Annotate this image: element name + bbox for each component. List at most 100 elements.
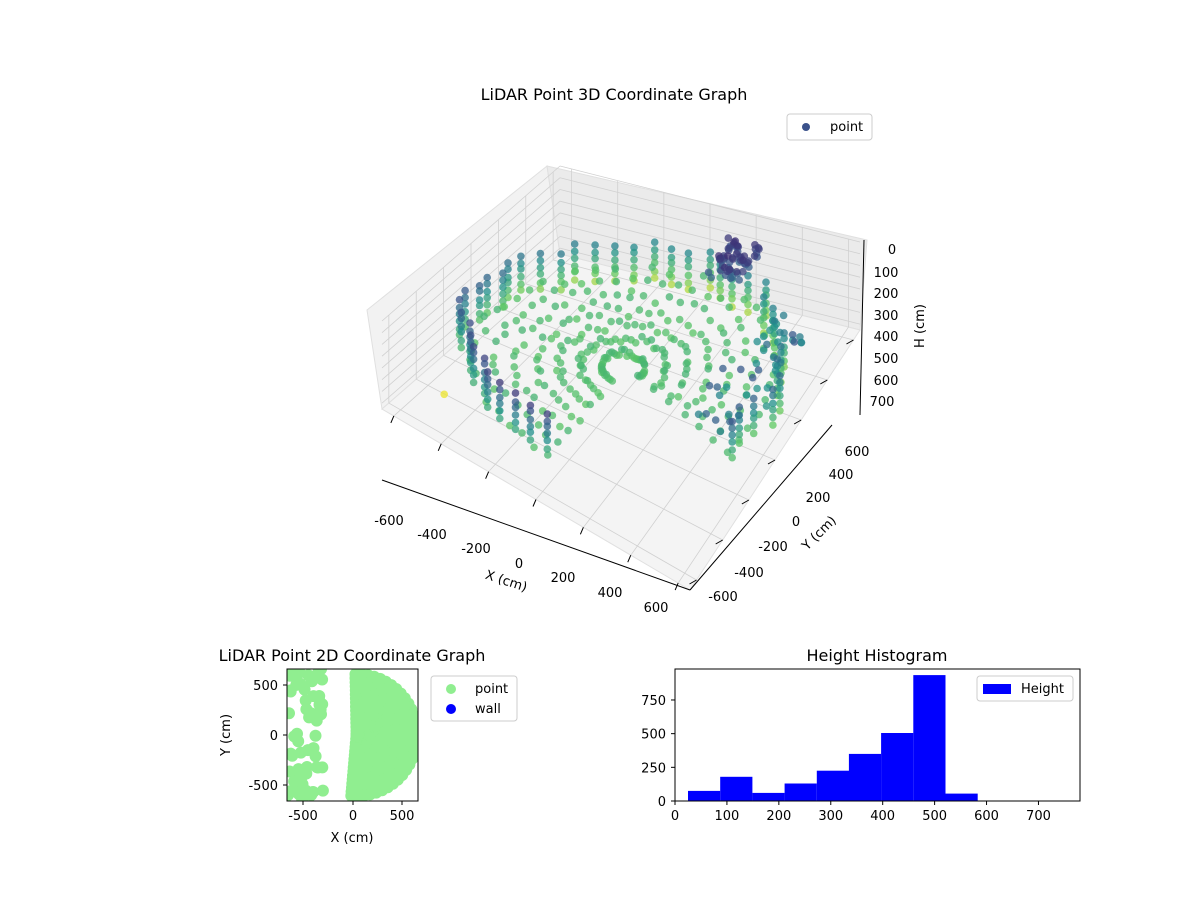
point-3d — [788, 331, 797, 339]
point-3d — [770, 317, 779, 325]
point-3d — [504, 259, 512, 267]
point-3d — [777, 342, 785, 351]
z-tick-label: 600 — [874, 374, 899, 389]
point-3d — [744, 280, 752, 289]
point-3d — [716, 255, 724, 264]
point-3d — [652, 344, 661, 353]
point-3d — [511, 411, 520, 419]
point-3d — [510, 352, 518, 360]
point-3d — [526, 401, 535, 410]
point-3d — [612, 277, 621, 286]
point-2d — [288, 775, 301, 788]
legend-marker-height — [983, 684, 1011, 694]
point-3d — [554, 396, 563, 404]
point-3d — [517, 259, 525, 268]
point-3d — [469, 378, 478, 387]
point-3d — [756, 316, 765, 324]
point-3d — [667, 253, 676, 262]
point-3d — [510, 363, 518, 371]
x-tick-label: 200 — [766, 809, 791, 824]
point-3d — [653, 328, 662, 337]
z-tick-label: 500 — [874, 352, 899, 367]
point-3d — [457, 308, 466, 317]
point-3d — [670, 335, 678, 344]
point-3d — [760, 307, 768, 316]
point-3d — [683, 347, 691, 356]
point-3d — [742, 383, 751, 391]
grid-line — [381, 212, 561, 369]
x-tick-label: 200 — [551, 571, 576, 586]
point-3d — [711, 416, 720, 424]
x-tick-mark — [437, 443, 442, 452]
point-3d — [534, 378, 543, 387]
point-3d — [741, 348, 749, 357]
point-3d — [457, 336, 466, 345]
point-3d — [517, 280, 525, 289]
point-3d — [559, 346, 567, 355]
point-3d — [704, 292, 712, 301]
point-2d — [287, 765, 296, 778]
y-tick-mark — [741, 499, 750, 505]
point-3d — [475, 296, 484, 304]
z-axis-label: H (cm) — [913, 304, 928, 348]
x-tick-label: -200 — [461, 542, 491, 557]
point-3d — [557, 258, 565, 267]
point-3d — [568, 288, 577, 297]
histogram-bar — [720, 776, 753, 801]
point-3d — [525, 286, 534, 294]
point-3d — [591, 241, 599, 249]
grid-line — [559, 189, 861, 266]
point-3d — [664, 316, 672, 325]
legend-2d: point wall — [430, 675, 518, 722]
point-3d — [664, 397, 673, 406]
point-2d — [304, 707, 317, 720]
point-3d — [715, 391, 724, 400]
point-3d — [513, 371, 521, 380]
grid-line — [381, 200, 561, 357]
point-3d — [689, 329, 697, 337]
histogram-bar — [881, 733, 914, 801]
x-tick-mark — [485, 471, 490, 479]
point-3d — [729, 255, 737, 263]
point-3d — [721, 348, 730, 357]
point-3d — [611, 265, 620, 273]
z-tick-label: 400 — [874, 330, 899, 345]
point-3d — [556, 373, 565, 381]
grid-line — [553, 259, 854, 341]
plot-frame-histogram — [674, 668, 1081, 802]
point-3d — [728, 295, 736, 303]
point-3d — [501, 330, 509, 339]
point-2d — [294, 746, 307, 759]
point-3d — [440, 390, 449, 399]
point-3d — [511, 380, 520, 389]
grid-line — [559, 200, 861, 278]
point-3d — [573, 315, 581, 323]
x-tick-label: -400 — [417, 528, 447, 543]
point-3d — [539, 277, 547, 286]
histogram-bars — [688, 675, 1075, 801]
point-3d — [496, 393, 504, 402]
point-3d — [681, 410, 689, 419]
point-3d — [560, 280, 569, 289]
point-3d — [699, 394, 707, 402]
point-2d — [310, 761, 323, 774]
point-3d — [480, 312, 488, 321]
point-3d — [790, 338, 799, 346]
point-3d — [719, 364, 727, 373]
point-2d — [349, 669, 362, 681]
point-3d — [519, 311, 527, 319]
point-3d — [570, 240, 579, 248]
point-3d — [491, 368, 500, 376]
point-3d — [780, 329, 788, 337]
point-3d — [684, 271, 693, 280]
point-3d — [538, 333, 547, 342]
point-3d — [556, 359, 565, 367]
grid-line — [381, 224, 561, 380]
point-3d — [501, 389, 510, 397]
point-3d — [735, 430, 744, 439]
point-3d — [728, 417, 736, 426]
point-3d — [501, 321, 509, 330]
point-3d — [560, 301, 569, 309]
point-3d — [717, 401, 726, 409]
point-3d — [744, 286, 752, 295]
